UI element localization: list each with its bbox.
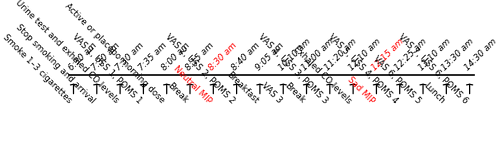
Text: 8:40 am: 8:40 am: [230, 41, 262, 72]
Text: VAS 5, USS 4, POMS 4: VAS 5, USS 4, POMS 4: [326, 32, 400, 105]
Text: 7:30 am: 7:30 am: [90, 41, 122, 72]
Text: 11:20 am: 11:20 am: [324, 37, 359, 72]
Text: 8:30 am: 8:30 am: [207, 41, 238, 72]
Text: Exhaled CO levels: Exhaled CO levels: [292, 44, 353, 105]
Text: 9:05 am: 9:05 am: [254, 41, 285, 72]
Text: 10:10 am: 10:10 am: [277, 37, 312, 72]
Text: VAS 1, USS 1, POMS 1: VAS 1, USS 1, POMS 1: [70, 32, 144, 105]
Text: Stop smoking and arrival: Stop smoking and arrival: [14, 23, 97, 105]
Text: Break: Break: [166, 81, 190, 105]
Text: VAS 7, USS 6, POMS 6: VAS 7, USS 6, POMS 6: [396, 32, 469, 105]
Text: 12:15 am: 12:15 am: [370, 37, 406, 72]
Text: Active or placebo morning dose: Active or placebo morning dose: [64, 2, 166, 105]
Text: 13:10 am: 13:10 am: [416, 37, 452, 72]
Text: Sad MIP: Sad MIP: [346, 75, 376, 105]
Text: 8:15 am: 8:15 am: [184, 41, 216, 72]
Text: Neutral MIP: Neutral MIP: [172, 64, 214, 105]
Text: VAS 2, USS 2, POMS 2: VAS 2, USS 2, POMS 2: [164, 32, 236, 105]
Text: Break: Break: [282, 81, 306, 105]
Text: 8:00 am: 8:00 am: [160, 41, 192, 72]
Text: 7:30 am: 7:30 am: [114, 41, 146, 72]
Text: 7:35 am: 7:35 am: [137, 41, 168, 72]
Text: VAS 3: VAS 3: [259, 81, 283, 105]
Text: Smoke 1–3 cigarettes: Smoke 1–3 cigarettes: [1, 33, 74, 105]
Text: VAS 6, POMS 5: VAS 6, POMS 5: [372, 54, 423, 105]
Text: Breakfast: Breakfast: [224, 70, 260, 105]
Text: 12:10 am: 12:10 am: [347, 37, 382, 72]
Text: Urine test and exhaled CO levels: Urine test and exhaled CO levels: [14, 0, 120, 105]
Text: Lunch: Lunch: [422, 81, 446, 105]
Text: 11:00 am: 11:00 am: [300, 37, 336, 72]
Text: VAS 4, USS 3, POMS 3: VAS 4, USS 3, POMS 3: [256, 32, 330, 105]
Text: 6:30 am: 6:30 am: [67, 41, 99, 72]
Text: 12:25 am: 12:25 am: [394, 37, 429, 72]
Text: 13:30 am: 13:30 am: [440, 37, 476, 72]
Text: 14:30 am: 14:30 am: [464, 37, 499, 72]
